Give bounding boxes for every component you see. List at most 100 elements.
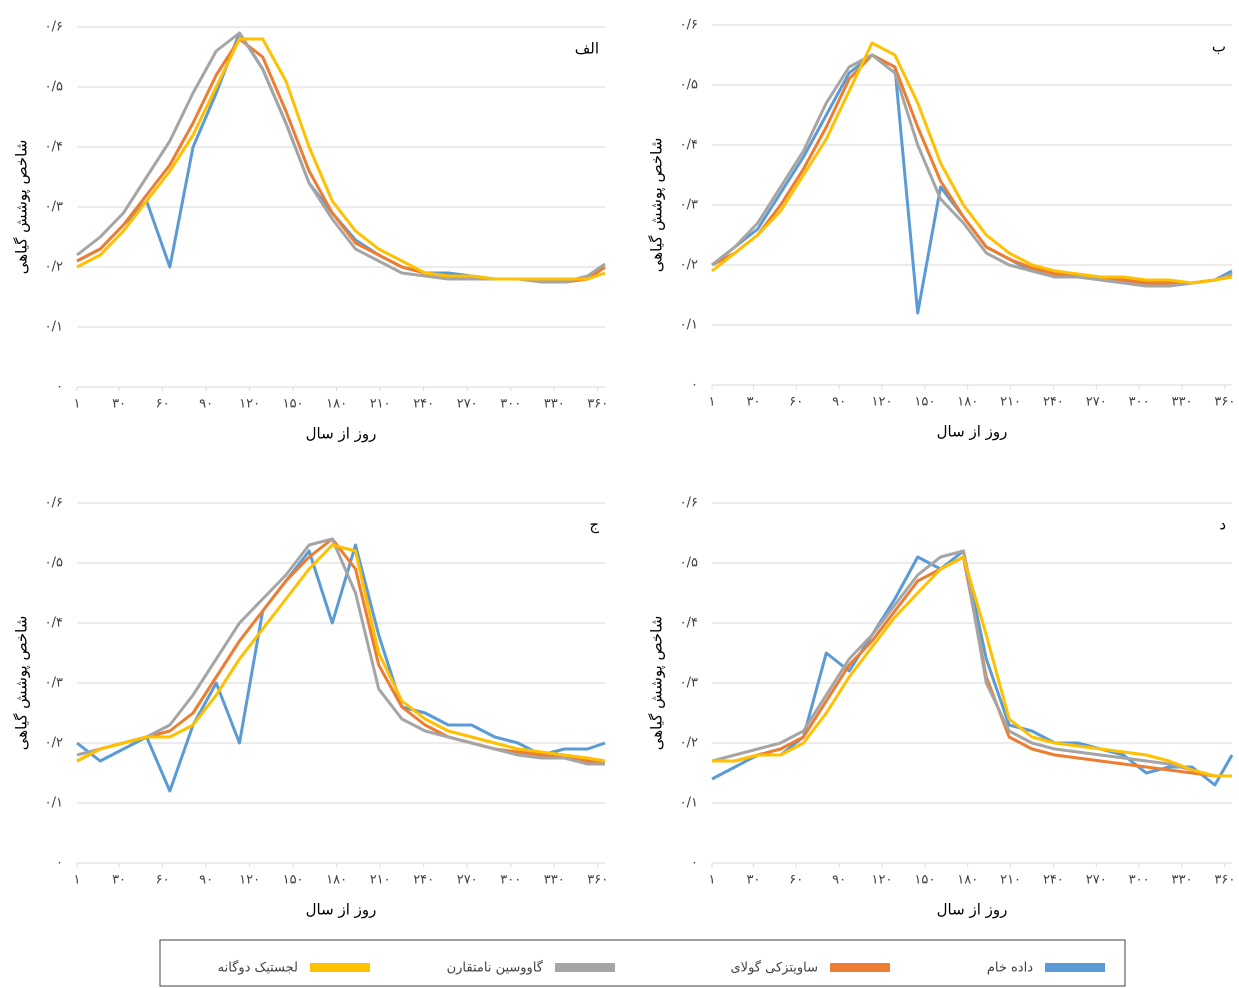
series-line: [711, 549, 1232, 778]
series-line: [711, 53, 1233, 315]
x-tick-label: ۳۰: [746, 395, 760, 410]
x-axis-title: روز از سال: [937, 901, 1008, 919]
y-tick-label: ۰/۱: [45, 796, 63, 811]
series-line: [76, 537, 605, 766]
series-line: [76, 31, 606, 284]
series-line: [711, 41, 1233, 285]
panel-title: الف: [575, 40, 599, 58]
x-tick-label: ۶۰: [789, 395, 803, 410]
x-tick-label: ۲۱۰: [1000, 873, 1021, 888]
x-tick-label: ۱۸۰: [957, 873, 978, 888]
x-tick-label: ۲۴۰: [1043, 395, 1064, 410]
y-tick-label: ۰/۳: [45, 200, 63, 215]
x-tick-label: ۲۱۰: [370, 873, 391, 888]
x-tick-label: ۳۰۰: [1129, 873, 1150, 888]
y-tick-label: ۰/۲: [45, 736, 63, 751]
x-tick-label: ۶۰: [156, 873, 170, 888]
x-tick-label: ۲۱۰: [370, 397, 391, 412]
legend-swatch: [555, 963, 615, 972]
panel-title: ج: [589, 516, 599, 535]
y-tick-label: ۰/۵: [45, 80, 63, 95]
legend-label: لجستیک دوگانه: [218, 960, 298, 976]
x-tick-label: ۳۰۰: [1129, 395, 1150, 410]
x-tick-label: ۳۶۰: [587, 397, 608, 412]
x-tick-label: ۲۴۰: [1043, 873, 1064, 888]
x-tick-label: ۶۰: [156, 397, 170, 412]
x-tick-label: ۱۵۰: [914, 395, 935, 410]
panel-title: د: [1219, 516, 1226, 534]
legend-box: [159, 939, 1126, 987]
y-tick-label: ۰: [56, 856, 63, 871]
x-tick-label: ۳۶۰: [1214, 873, 1235, 888]
y-tick-label: ۰: [56, 380, 63, 395]
x-tick-label: ۳۰۰: [500, 873, 521, 888]
y-axis-title: شاخص پوشش گیاهی: [648, 616, 667, 751]
y-tick-label: ۰/۲: [680, 258, 698, 273]
x-tick-label: ۱: [74, 873, 81, 888]
x-tick-label: ۱: [709, 395, 716, 410]
y-tick-label: ۰/۲: [680, 736, 698, 751]
series-line: [76, 537, 605, 763]
y-tick-label: ۰/۵: [680, 78, 698, 93]
series-line: [76, 543, 606, 763]
y-tick-label: ۰/۲: [45, 260, 63, 275]
x-tick-label: ۳۶۰: [587, 873, 608, 888]
x-tick-label: ۳۰: [112, 873, 126, 888]
x-tick-label: ۱۸۰: [326, 873, 347, 888]
x-tick-label: ۱۵۰: [283, 397, 304, 412]
y-tick-label: ۰/۶: [45, 496, 63, 511]
x-axis-title: روز از سال: [306, 425, 377, 443]
x-tick-label: ۲۴۰: [413, 397, 434, 412]
x-tick-label: ۳۳۰: [544, 397, 565, 412]
series-line: [76, 31, 606, 284]
x-tick-label: ۱۲۰: [872, 873, 893, 888]
series-line: [76, 543, 606, 793]
y-tick-label: ۰/۴: [680, 616, 698, 631]
y-axis-title: شاخص پوشش گیاهی: [13, 616, 32, 751]
x-tick-label: ۳۰: [746, 873, 760, 888]
series-line: [76, 37, 606, 281]
x-axis-title: روز از سال: [937, 423, 1008, 441]
y-tick-label: ۰: [691, 378, 698, 393]
y-tick-label: ۰/۳: [680, 198, 698, 213]
x-tick-label: ۱: [709, 873, 716, 888]
y-tick-label: ۰/۳: [680, 676, 698, 691]
series-line: [711, 53, 1233, 288]
y-tick-label: ۰/۶: [680, 18, 698, 33]
x-tick-label: ۲۷۰: [457, 873, 478, 888]
legend-swatch: [830, 963, 890, 972]
x-tick-label: ۱۲۰: [239, 873, 260, 888]
series-line: [712, 555, 1232, 778]
x-tick-label: ۲۱۰: [1000, 395, 1021, 410]
x-tick-label: ۱۸۰: [326, 397, 347, 412]
x-tick-label: ۱: [74, 397, 81, 412]
y-tick-label: ۰/۴: [45, 616, 63, 631]
x-tick-label: ۶۰: [789, 873, 803, 888]
x-tick-label: ۲۷۰: [1086, 873, 1107, 888]
y-tick-label: ۰/۱: [680, 318, 698, 333]
legend-label: گاووسین نامتقارن: [447, 960, 544, 976]
x-tick-label: ۳۳۰: [1172, 873, 1193, 888]
x-tick-label: ۱۵۰: [914, 873, 935, 888]
x-tick-label: ۳۰۰: [500, 397, 521, 412]
y-tick-label: ۰: [691, 856, 698, 871]
panel-title: ب: [1212, 38, 1226, 56]
x-axis-title: روز از سال: [306, 901, 377, 919]
y-tick-label: ۰/۴: [680, 138, 698, 153]
y-tick-label: ۰/۳: [45, 676, 63, 691]
y-tick-label: ۰/۱: [45, 320, 63, 335]
x-tick-label: ۱۲۰: [239, 397, 260, 412]
legend-label: داده خام: [987, 961, 1033, 976]
y-axis-title: شاخص پوشش گیاهی: [648, 138, 667, 273]
x-tick-label: ۹۰: [199, 397, 213, 412]
y-tick-label: ۰/۱: [680, 796, 698, 811]
x-tick-label: ۱۸۰: [957, 395, 978, 410]
x-tick-label: ۳۳۰: [544, 873, 565, 888]
y-tick-label: ۰/۶: [680, 496, 698, 511]
legend-swatch: [310, 963, 370, 972]
x-tick-label: ۳۰: [112, 397, 126, 412]
legend-label: ساویتزکی گولای: [731, 960, 819, 976]
x-tick-label: ۱۲۰: [872, 395, 893, 410]
y-tick-label: ۰/۶: [45, 20, 63, 35]
